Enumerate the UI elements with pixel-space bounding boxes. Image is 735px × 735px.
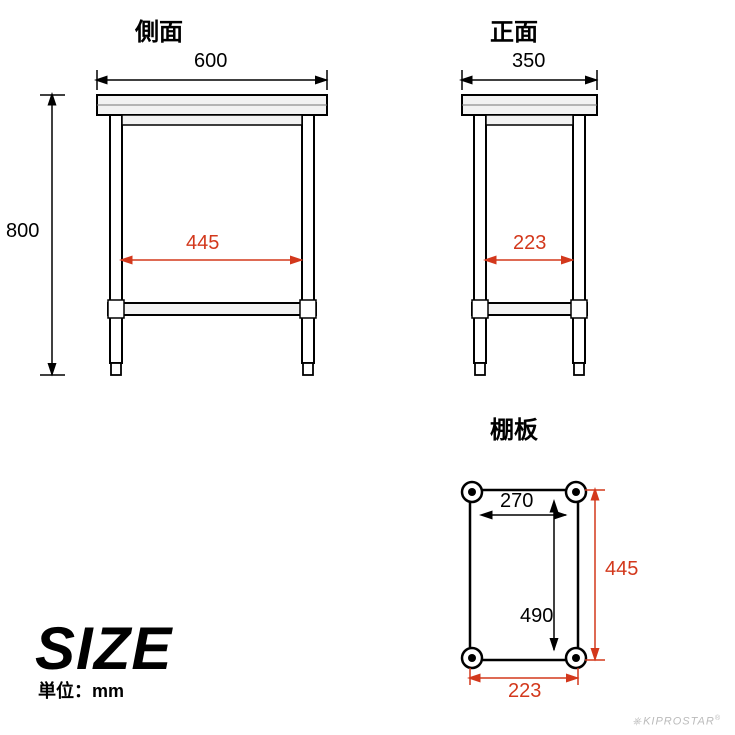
- size-unit: 単位：mm: [38, 677, 124, 703]
- front-width-label: 350: [512, 50, 545, 73]
- watermark: ⎈ KIPROSTAR®: [632, 715, 721, 729]
- shelf-view-drawing: [450, 460, 680, 700]
- front-view-title: 正面: [490, 12, 538, 47]
- shelf-view-title: 棚板: [490, 410, 538, 445]
- front-shelf-label: 223: [513, 232, 546, 255]
- size-heading: SIZE: [35, 614, 172, 683]
- shelf-inner-height-label: 490: [520, 605, 553, 628]
- side-height-label: 800: [6, 220, 39, 243]
- shelf-outer-height-label: 445: [605, 558, 638, 581]
- shelf-top-width-label: 270: [500, 490, 533, 513]
- side-view-title: 側面: [135, 12, 183, 47]
- side-shelf-label: 445: [186, 232, 219, 255]
- side-view-drawing: [35, 55, 355, 385]
- side-width-label: 600: [194, 50, 227, 73]
- shelf-bottom-width-label: 223: [508, 680, 541, 703]
- front-view-drawing: [440, 55, 640, 385]
